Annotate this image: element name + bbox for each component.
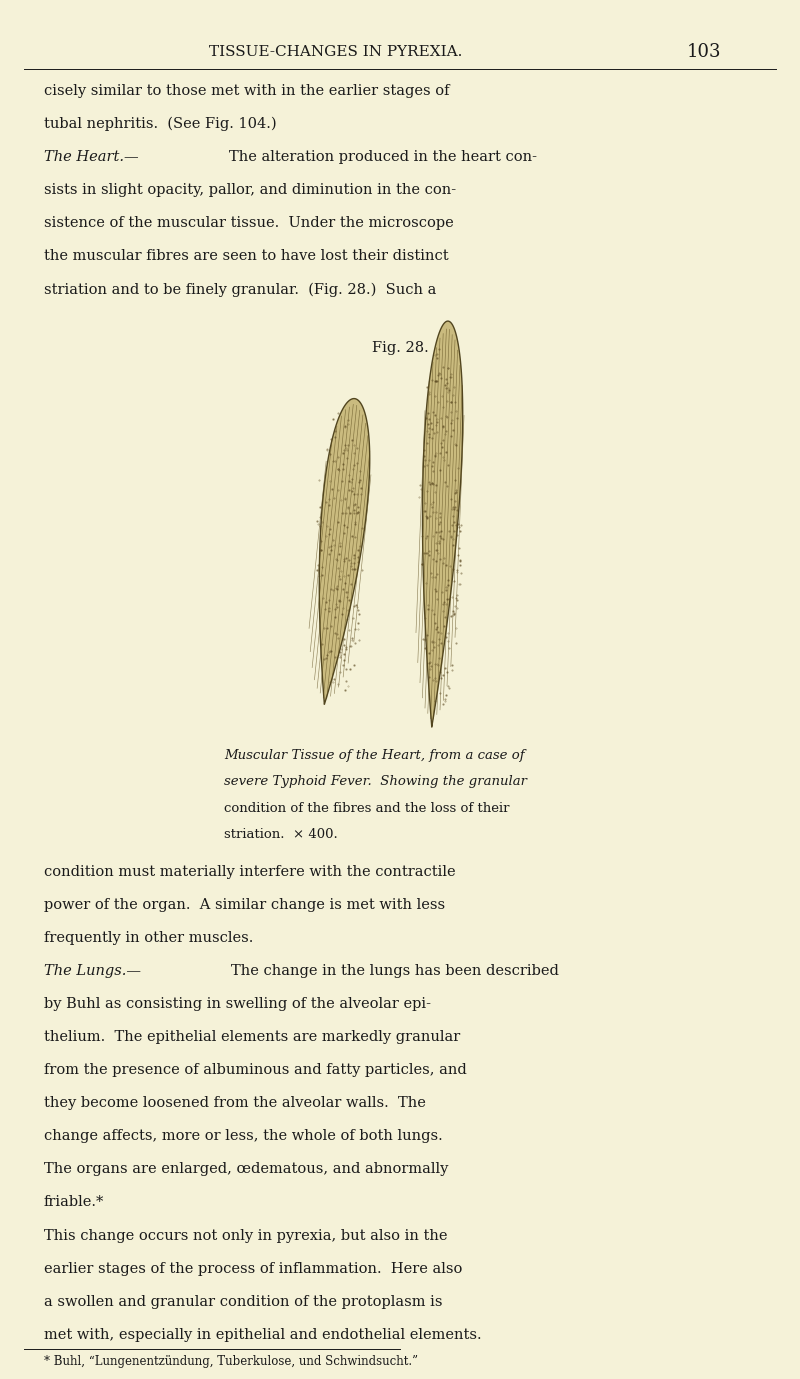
- Text: frequently in other muscles.: frequently in other muscles.: [44, 931, 254, 945]
- Text: earlier stages of the process of inflammation.  Here also: earlier stages of the process of inflamm…: [44, 1262, 462, 1276]
- Text: * Buhl, “Lungenentzündung, Tuberkulose, und Schwindsucht.”: * Buhl, “Lungenentzündung, Tuberkulose, …: [44, 1354, 418, 1368]
- Text: friable.*: friable.*: [44, 1196, 104, 1209]
- Text: striation and to be finely granular.  (Fig. 28.)  Such a: striation and to be finely granular. (Fi…: [44, 283, 436, 296]
- Polygon shape: [422, 321, 462, 727]
- Text: TISSUE-CHANGES IN PYREXIA.: TISSUE-CHANGES IN PYREXIA.: [210, 46, 462, 59]
- Text: change affects, more or less, the whole of both lungs.: change affects, more or less, the whole …: [44, 1129, 442, 1143]
- Polygon shape: [319, 399, 370, 705]
- Text: This change occurs not only in pyrexia, but also in the: This change occurs not only in pyrexia, …: [44, 1229, 447, 1242]
- Text: they become loosened from the alveolar walls.  The: they become loosened from the alveolar w…: [44, 1096, 426, 1110]
- Text: cisely similar to those met with in the earlier stages of: cisely similar to those met with in the …: [44, 84, 450, 98]
- Text: sists in slight opacity, pallor, and diminution in the con-: sists in slight opacity, pallor, and dim…: [44, 183, 456, 197]
- Text: The organs are enlarged, œdematous, and abnormally: The organs are enlarged, œdematous, and …: [44, 1162, 448, 1176]
- Text: The change in the lungs has been described: The change in the lungs has been describ…: [231, 964, 559, 978]
- Text: a swollen and granular condition of the protoplasm is: a swollen and granular condition of the …: [44, 1295, 442, 1309]
- Text: thelium.  The epithelial elements are markedly granular: thelium. The epithelial elements are mar…: [44, 1030, 460, 1044]
- Text: condition of the fibres and the loss of their: condition of the fibres and the loss of …: [224, 801, 510, 815]
- Text: severe Typhoid Fever.  Showing the granular: severe Typhoid Fever. Showing the granul…: [224, 775, 527, 789]
- Text: The Heart.—: The Heart.—: [44, 150, 138, 164]
- Text: sistence of the muscular tissue.  Under the microscope: sistence of the muscular tissue. Under t…: [44, 217, 454, 230]
- Text: from the presence of albuminous and fatty particles, and: from the presence of albuminous and fatt…: [44, 1063, 466, 1077]
- Text: 103: 103: [686, 43, 722, 62]
- Text: striation.  × 400.: striation. × 400.: [224, 827, 338, 841]
- Text: Fig. 28.: Fig. 28.: [372, 341, 428, 354]
- Text: Muscular Tissue of the Heart, from a case of: Muscular Tissue of the Heart, from a cas…: [224, 749, 525, 763]
- Text: the muscular fibres are seen to have lost their distinct: the muscular fibres are seen to have los…: [44, 250, 449, 263]
- Text: The Lungs.—: The Lungs.—: [44, 964, 141, 978]
- Text: condition must materially interfere with the contractile: condition must materially interfere with…: [44, 865, 456, 878]
- Text: tubal nephritis.  (See Fig. 104.): tubal nephritis. (See Fig. 104.): [44, 117, 277, 131]
- Text: by Buhl as consisting in swelling of the alveolar epi-: by Buhl as consisting in swelling of the…: [44, 997, 431, 1011]
- Text: met with, especially in epithelial and endothelial elements.: met with, especially in epithelial and e…: [44, 1328, 482, 1342]
- Text: power of the organ.  A similar change is met with less: power of the organ. A similar change is …: [44, 898, 445, 912]
- Text: The alteration produced in the heart con-: The alteration produced in the heart con…: [229, 150, 537, 164]
